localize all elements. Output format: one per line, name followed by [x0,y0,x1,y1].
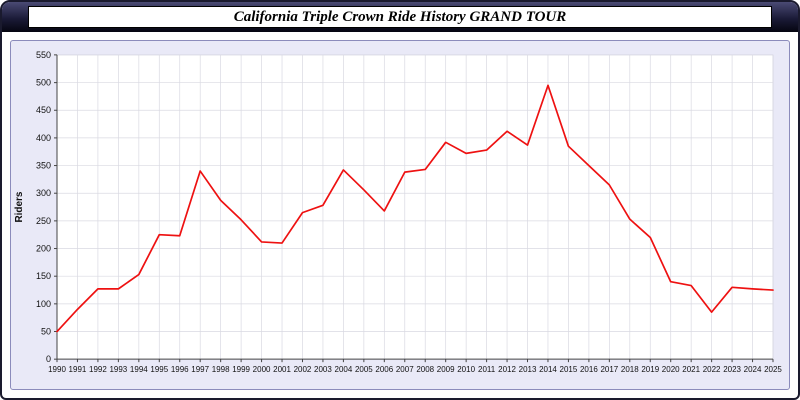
x-tick-label: 2015 [560,365,578,374]
x-tick-label: 2000 [253,365,271,374]
x-tick-label: 1992 [89,365,107,374]
y-tick-label: 450 [36,105,51,115]
x-tick-label: 2011 [478,365,496,374]
x-tick-label: 1999 [232,365,250,374]
y-tick-label: 350 [36,161,51,171]
x-tick-label: 1995 [150,365,168,374]
x-tick-label: 2002 [294,365,312,374]
x-tick-label: 2006 [375,365,393,374]
y-tick-label: 200 [36,244,51,254]
x-tick-label: 2001 [273,365,291,374]
x-tick-label: 1996 [171,365,189,374]
x-tick-label: 2017 [600,365,618,374]
x-tick-label: 2007 [396,365,414,374]
x-tick-label: 1993 [109,365,127,374]
y-tick-label: 50 [41,327,51,337]
x-tick-label: 1991 [69,365,87,374]
x-tick-label: 2004 [335,365,353,374]
y-tick-label: 400 [36,133,51,143]
x-tick-label: 2022 [703,365,721,374]
y-tick-label: 550 [36,50,51,60]
y-tick-label: 500 [36,78,51,88]
x-tick-label: 2021 [682,365,700,374]
page-title: California Triple Crown Ride History GRA… [28,6,772,28]
plot-area [56,54,774,360]
x-tick-label: 2018 [621,365,639,374]
y-tick-label: 150 [36,271,51,281]
x-tick-label: 2023 [723,365,741,374]
x-tick-label: 2012 [498,365,516,374]
y-tick-label: 250 [36,216,51,226]
x-tick-label: 1990 [48,365,66,374]
series-line-riders [56,84,774,333]
x-tick-label: 2019 [641,365,659,374]
x-tick-label: 2024 [744,365,762,374]
chart-panel: 0 50 100 150 200 250 300 350 400 450 500 550 1990 199… [10,40,790,390]
x-tick-label: 1998 [212,365,230,374]
x-tick-label: 1994 [130,365,148,374]
y-tick-label: 100 [36,299,51,309]
x-tick-label: 2014 [539,365,557,374]
y-axis-label: Riders [14,191,25,222]
title-bar: California Triple Crown Ride History GRA… [2,2,798,32]
x-tick-label: 2010 [457,365,475,374]
x-tick-label: 2020 [662,365,680,374]
x-tick-label: 2005 [355,365,373,374]
y-tick-label: 0 [46,354,51,364]
x-tick-label: 2025 [764,365,782,374]
x-tick-label: 2009 [437,365,455,374]
x-tick-label: 1997 [191,365,209,374]
y-tick-label: 300 [36,188,51,198]
x-tick-label: 2016 [580,365,598,374]
x-tick-label: 2013 [519,365,537,374]
x-tick-label: 2008 [416,365,434,374]
x-tick-label: 2003 [314,365,332,374]
